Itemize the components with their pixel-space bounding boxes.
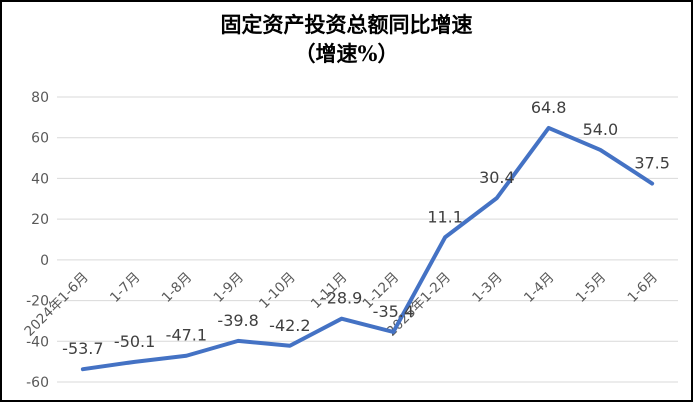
- data-label: -50.1: [114, 332, 155, 351]
- data-label: 54.0: [583, 120, 619, 139]
- data-label: 64.8: [531, 98, 567, 117]
- y-tick-label: 80: [31, 90, 49, 106]
- data-label: 30.4: [479, 168, 515, 187]
- x-axis-label: 1-10月: [256, 269, 299, 312]
- data-label: -39.8: [217, 311, 258, 330]
- y-tick-label: -40: [26, 334, 49, 350]
- data-label: -42.2: [269, 316, 310, 335]
- y-tick-label: 60: [31, 131, 49, 147]
- y-tick-label: 20: [31, 212, 49, 228]
- y-tick-label: -60: [26, 375, 49, 391]
- data-label: -35.4: [373, 302, 414, 321]
- y-tick-label: 40: [31, 171, 49, 187]
- data-label: -53.7: [62, 339, 103, 358]
- data-label: -47.1: [166, 326, 207, 345]
- data-label: 37.5: [634, 154, 670, 173]
- y-tick-label: -20: [26, 294, 49, 310]
- data-series-line: [80, 125, 655, 372]
- y-tick-label: 0: [40, 253, 49, 269]
- data-label: 11.1: [427, 207, 463, 226]
- data-label: -28.9: [321, 289, 362, 308]
